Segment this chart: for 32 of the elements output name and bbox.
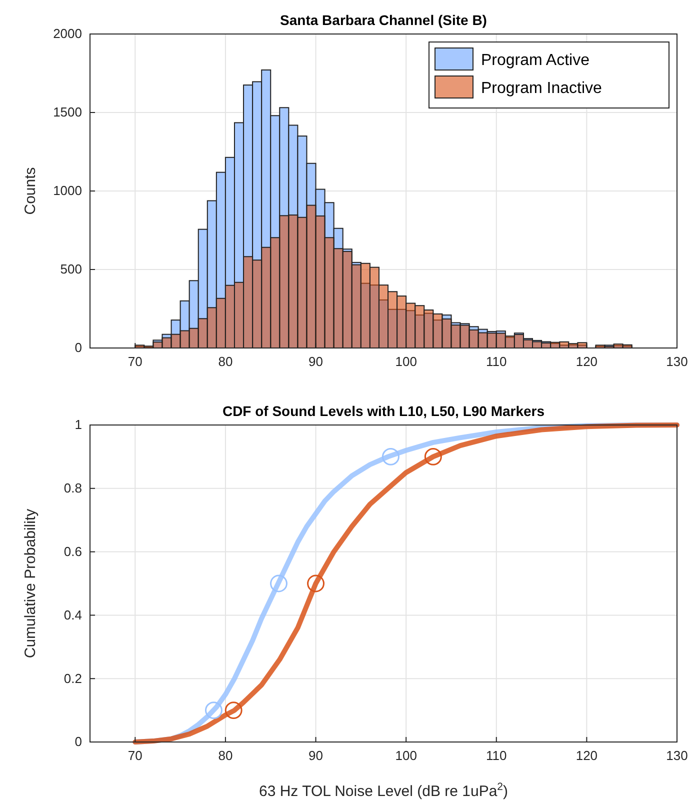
chart-title: Santa Barbara Channel (Site B) <box>280 12 487 28</box>
chart-title: CDF of Sound Levels with L10, L50, L90 Markers <box>222 403 545 419</box>
y-tick-label: 500 <box>60 262 82 277</box>
x-tick-label: 80 <box>218 748 233 764</box>
y-tick-label: 0.6 <box>64 544 82 559</box>
y-tick-label: 0.4 <box>64 607 82 622</box>
x-tick-label: 90 <box>308 354 324 370</box>
x-tick-label: 100 <box>395 748 417 764</box>
x-tick-label: 120 <box>576 748 598 764</box>
y-tick-label: 2000 <box>53 26 82 42</box>
y-tick-label: 1 <box>74 417 82 432</box>
x-tick-label: 110 <box>486 354 507 370</box>
y-tick-label: 0.8 <box>64 480 82 496</box>
x-tick-label: 90 <box>308 748 324 764</box>
y-axis-title: Counts <box>22 167 39 215</box>
x-tick-label: 110 <box>486 748 507 764</box>
x-tick-label: 130 <box>666 748 688 764</box>
x-tick-label: 130 <box>666 354 688 370</box>
y-tick-label: 1500 <box>53 104 82 120</box>
y-tick-label: 0 <box>74 340 82 356</box>
x-tick-label: 70 <box>128 354 142 370</box>
y-tick-label: 0 <box>74 734 82 750</box>
x-tick-label: 120 <box>576 354 598 370</box>
x-tick-label: 100 <box>395 354 417 370</box>
y-axis-title: Cumulative Probability <box>22 508 39 658</box>
legend-label: Program Active <box>481 52 590 69</box>
y-tick-label: 0.2 <box>64 670 82 686</box>
x-axis-title: 63 Hz TOL Noise Level (dB re 1uPa$^{2}$) <box>258 781 508 800</box>
x-tick-label: 80 <box>218 354 233 370</box>
y-tick-label: 1000 <box>53 183 82 198</box>
x-tick-label: 70 <box>128 748 142 764</box>
legend-label: Program Inactive <box>481 80 602 97</box>
